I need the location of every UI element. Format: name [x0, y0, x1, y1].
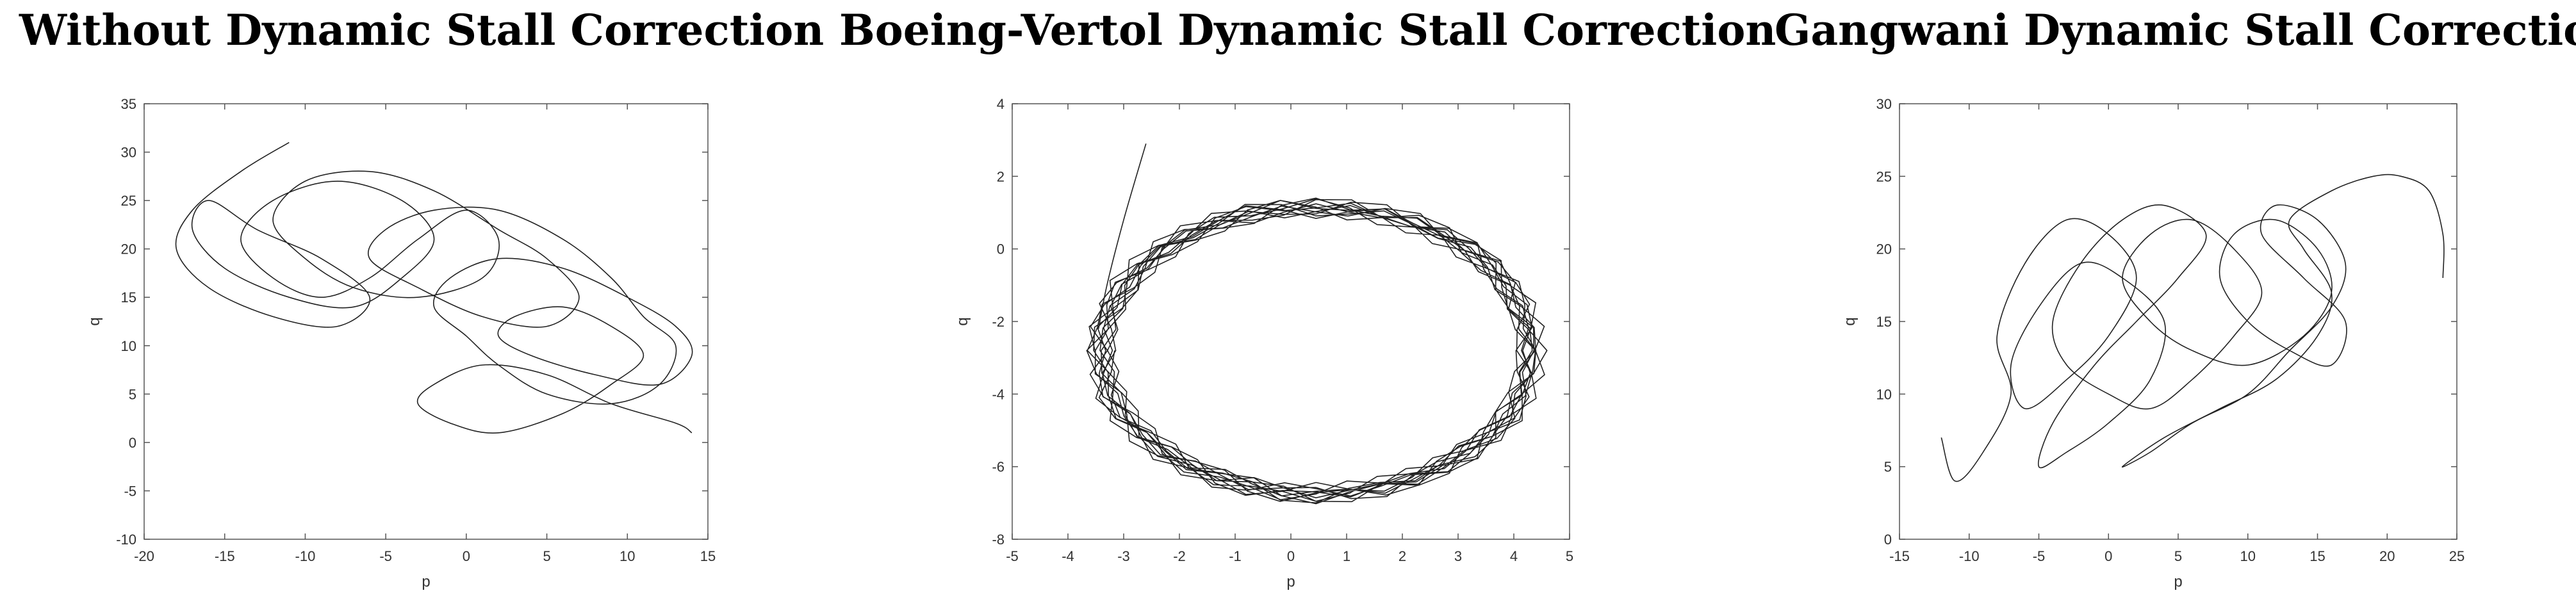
x-tick-label: 20: [2379, 548, 2395, 564]
x-axis-label: p: [422, 573, 430, 590]
trajectory-line: [1940, 174, 2445, 482]
y-tick-label: -2: [992, 314, 1005, 330]
x-tick-label: -5: [379, 548, 392, 564]
y-axis-label: q: [954, 317, 971, 325]
chart-title: Without Dynamic Stall Correction: [19, 5, 824, 55]
y-tick-label: 5: [1884, 459, 1892, 475]
y-tick-label: 30: [1876, 96, 1892, 112]
trajectory-line: [1098, 143, 1147, 329]
y-tick-label: 25: [121, 193, 136, 209]
x-axis-label: p: [1286, 573, 1295, 590]
plot-frame: [144, 103, 709, 540]
x-tick-label: -15: [1889, 548, 1910, 564]
y-tick-label: 35: [121, 96, 136, 112]
y-tick-label: 0: [997, 241, 1005, 257]
chart-panel-3: Gangwani Dynamic Stall Correction -15 -10…: [1775, 0, 2576, 602]
x-tick-label: 15: [700, 548, 716, 564]
x-tick-label: -5: [2033, 548, 2046, 564]
x-tick-label: 10: [619, 548, 635, 564]
x-tick-label: 0: [463, 548, 470, 564]
x-tick-label: -10: [295, 548, 316, 564]
chart-plot: -15 -10 -5 0 5 10 15 20 25 0 5 10 15 20 25 30 p q: [1841, 96, 2465, 590]
y-axis-label: q: [86, 317, 103, 325]
x-axis-label: p: [2174, 573, 2182, 590]
x-tick-label: 4: [1510, 548, 1518, 564]
y-tick-label: 5: [129, 386, 136, 402]
x-tick-label: 0: [2104, 548, 2112, 564]
x-tick-label: 2: [1399, 548, 1406, 564]
x-tick-label: 3: [1454, 548, 1462, 564]
y-tick-label: 15: [121, 289, 136, 305]
trajectory-line: [175, 142, 693, 434]
x-tick-label: 25: [2449, 548, 2465, 564]
x-tick-label: -1: [1229, 548, 1242, 564]
y-tick-label: 10: [1876, 386, 1892, 402]
y-tick-label: 2: [997, 168, 1005, 184]
y-tick-label: 25: [1876, 168, 1892, 184]
chart-plot: -5 -4 -3 -2 -1 0 1 2 3 4 5 -8 -6 -4 -2 0 2 4 p q: [954, 96, 1573, 590]
x-tick-label: 5: [1566, 548, 1573, 564]
y-tick-label: -10: [116, 532, 136, 548]
y-tick-label: -5: [124, 483, 136, 499]
y-tick-label: -8: [992, 532, 1005, 548]
plot-frame: [1899, 103, 2457, 540]
y-tick-label: 0: [129, 435, 136, 451]
y-tick-label: 20: [121, 241, 136, 257]
x-tick-label: 5: [543, 548, 550, 564]
x-tick-label: 0: [1287, 548, 1295, 564]
x-tick-label: -4: [1062, 548, 1074, 564]
x-tick-label: -3: [1117, 548, 1130, 564]
x-tick-label: 10: [2240, 548, 2256, 564]
y-tick-label: -6: [992, 459, 1005, 475]
x-tick-label: -15: [215, 548, 235, 564]
x-tick-label: 15: [2309, 548, 2325, 564]
chart-title: Boeing-Vertol Dynamic Stall Correction: [839, 5, 1776, 55]
chart-panel-2: Boeing-Vertol Dynamic Stall Correction -…: [839, 0, 1776, 602]
y-tick-label: 4: [997, 96, 1005, 112]
y-axis-label: q: [1841, 317, 1858, 325]
y-tick-label: -4: [992, 386, 1005, 402]
chart-plot: -20 -15 -10 -5 0 5 10 15 -10 -5 0 5 10 15 20 25 30 35 p q: [86, 96, 716, 590]
y-tick-label: 20: [1876, 241, 1892, 257]
x-tick-label: -5: [1006, 548, 1019, 564]
y-tick-label: 10: [121, 338, 136, 354]
x-tick-label: -2: [1173, 548, 1186, 564]
y-tick-label: 0: [1884, 532, 1892, 548]
x-tick-label: -20: [134, 548, 154, 564]
x-tick-label: 1: [1343, 548, 1350, 564]
x-tick-label: -10: [1959, 548, 1980, 564]
chart-title: Gangwani Dynamic Stall Correction: [1775, 5, 2576, 55]
x-tick-label: 5: [2174, 548, 2182, 564]
chart-panel-1: Without Dynamic Stall Correction -20 -15-…: [19, 0, 846, 602]
y-tick-label: 30: [121, 145, 136, 161]
y-tick-label: 15: [1876, 314, 1892, 330]
limit-cycle-line: [1086, 197, 1548, 505]
